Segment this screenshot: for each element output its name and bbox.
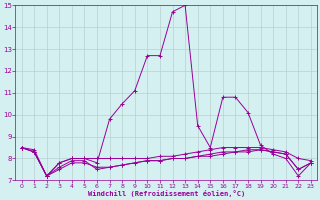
X-axis label: Windchill (Refroidissement éolien,°C): Windchill (Refroidissement éolien,°C) (88, 190, 245, 197)
